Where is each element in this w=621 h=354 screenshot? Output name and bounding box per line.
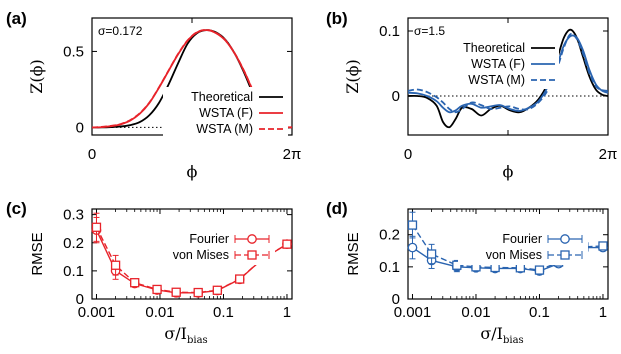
y-tick-label: 0.2: [63, 235, 84, 252]
data-point-square: [452, 260, 462, 270]
data-point-square: [152, 284, 162, 295]
y-tick-label: 0.1: [379, 23, 400, 40]
data-point-square: [130, 278, 140, 288]
legend-label: WSTA (F): [471, 57, 525, 71]
series-line-0: [407, 28, 609, 129]
legend-label: von Mises: [173, 248, 229, 262]
legend-label: Theoretical: [463, 41, 525, 55]
data-point-square: [598, 241, 608, 251]
panel-a: (a) 0 0.5 0 2π Z(ϕ) ϕ σ=0.172 Theoretical WSTA (F…: [6, 9, 301, 181]
y-tick-label: 0.1: [379, 259, 400, 276]
legend-label: Fourier: [189, 232, 229, 246]
data-point-square: [515, 263, 526, 273]
x-tick-label: 0: [404, 146, 412, 163]
legend-label: Theoretical: [191, 90, 253, 104]
x-tick-label: 2π: [599, 146, 618, 163]
plot-frame: [407, 208, 609, 300]
panel-c: (c) 0 0.1 0.2 0.3 0.001 0.01 0.1 1 RMSE σ/Ibias Fou…: [6, 199, 293, 346]
series-line-1: [407, 34, 609, 114]
data-point-square: [426, 249, 437, 259]
x-axis-label: σ/Ibias: [164, 324, 207, 346]
legend-marker-circle: [560, 234, 570, 244]
x-tick-label: 0.1: [529, 304, 550, 321]
y-axis-label: RMSE: [29, 232, 46, 275]
data-point-square: [193, 287, 203, 298]
sigma-annotation: σ=0.172: [98, 24, 143, 38]
x-tick-label: 0: [88, 146, 96, 163]
y-axis-label: Z(ϕ): [27, 59, 46, 94]
legend-label: WSTA (F): [199, 106, 253, 120]
legend-label: Fourier: [502, 232, 542, 246]
x-tick-label: 0.1: [213, 304, 234, 321]
x-axis-label-subscript: bias: [503, 335, 524, 346]
data-point-square: [171, 287, 181, 297]
data-point-square: [212, 285, 222, 295]
panel-d: (d) 0 0.1 0.2 0.001 0.01 0.1 1 RMSE σ/Ibias Fourie…: [326, 199, 609, 346]
x-tick-label: 0.01: [461, 304, 490, 321]
legend-label: WSTA (M): [468, 73, 525, 87]
x-tick-label: 0.001: [394, 304, 432, 321]
y-tick-label: 0.5: [63, 43, 84, 60]
y-axis-label: RMSE: [345, 232, 362, 275]
panel-label: (b): [326, 9, 348, 28]
data-point-square: [282, 239, 292, 249]
x-axis-label: ϕ: [503, 162, 514, 181]
panel-label: (a): [6, 9, 27, 28]
y-tick-label: 0.3: [63, 207, 84, 224]
legend-label: WSTA (M): [196, 122, 253, 136]
data-point-square: [91, 222, 102, 232]
data-point-circle: [407, 242, 418, 253]
sigma-annotation: σ=1.5: [414, 24, 445, 38]
legend-marker-circle: [247, 234, 257, 244]
y-axis-label: Z(ϕ): [343, 59, 362, 94]
y-tick-label: 0.1: [63, 263, 84, 280]
legend-marker-square: [247, 250, 257, 260]
y-tick-label: 0: [392, 88, 400, 105]
y-tick-label: 0: [392, 291, 400, 308]
x-tick-label: 1: [283, 304, 291, 321]
panel-label: (c): [6, 199, 27, 218]
series-line-2: [407, 33, 609, 114]
y-tick-label: 0.2: [379, 227, 400, 244]
series-line-1: [95, 226, 288, 294]
y-tick-label: 0: [76, 291, 84, 308]
y-tick-label: 0: [76, 119, 84, 136]
x-tick-label: 2π: [283, 146, 302, 163]
data-point-square: [534, 265, 545, 275]
x-tick-label: 0.001: [78, 304, 116, 321]
legend-label: von Mises: [486, 248, 542, 262]
data-point-square: [110, 260, 121, 270]
x-axis-label-subscript: bias: [187, 335, 208, 346]
x-axis-label: ϕ: [187, 162, 198, 181]
x-axis-label: σ/Ibias: [480, 324, 523, 346]
data-point-square: [235, 274, 245, 284]
legend-marker-square: [560, 250, 570, 260]
plot-frame: [91, 208, 293, 300]
panel-label: (d): [326, 199, 348, 218]
x-tick-label: 0.01: [145, 304, 174, 321]
x-tick-label: 1: [599, 304, 607, 321]
data-point-square: [407, 220, 418, 230]
panel-b: (b) 0 0.1 0 2π Z(ϕ) ϕ σ=1.5 Theoretical WSTA (F) W…: [326, 9, 617, 181]
